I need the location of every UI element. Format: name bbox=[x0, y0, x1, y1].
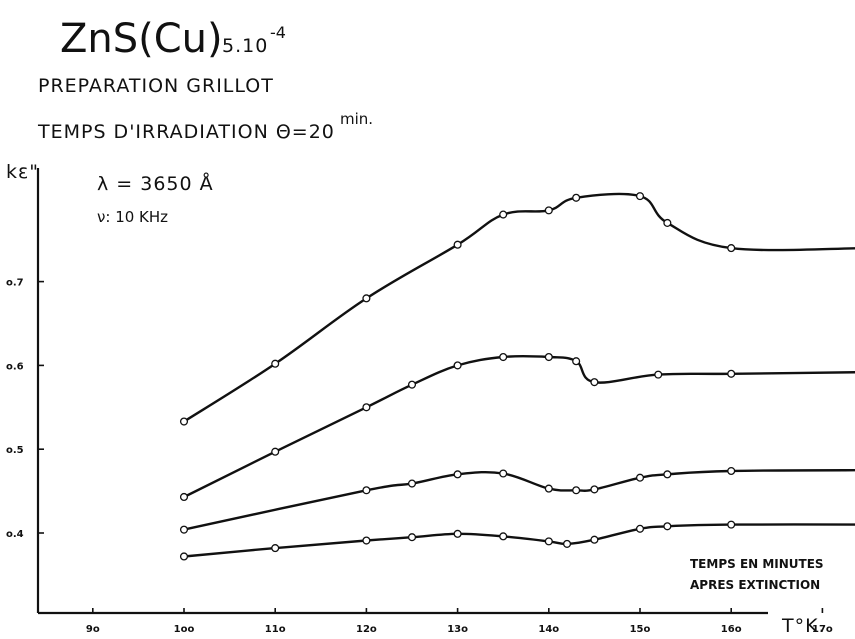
series-line bbox=[182, 523, 855, 558]
data-point bbox=[727, 520, 736, 529]
ticks: 9o1oo11o12o13o14o15o16o17o18oo.4o.5o.6o.… bbox=[6, 278, 833, 635]
x-tick-label: 11o bbox=[265, 624, 286, 635]
side-note-line1: TEMPS EN MINUTES bbox=[690, 557, 824, 571]
data-point bbox=[453, 240, 462, 249]
data-point bbox=[544, 537, 553, 546]
series-line bbox=[182, 469, 855, 531]
data-point bbox=[544, 484, 553, 493]
data-point bbox=[635, 524, 645, 533]
data-point bbox=[499, 469, 508, 478]
data-point bbox=[727, 369, 736, 378]
x-tick-label: 14o bbox=[538, 624, 559, 635]
title-concentration: 5.10 bbox=[222, 35, 268, 57]
data-point bbox=[544, 352, 553, 362]
data-point bbox=[179, 417, 189, 426]
x-tick-label: 17o bbox=[812, 624, 833, 635]
data-point bbox=[407, 380, 417, 389]
y-tick-label: o.5 bbox=[6, 445, 24, 456]
data-point bbox=[635, 192, 645, 201]
x-tick-label: 15o bbox=[630, 624, 651, 635]
data-point bbox=[407, 479, 417, 488]
x-axis-title: T°K. bbox=[781, 615, 826, 637]
wavelength-label: λ = 3650 Å bbox=[97, 172, 214, 195]
data-point bbox=[590, 535, 599, 544]
data-point bbox=[572, 193, 581, 202]
side-note-line2: APRES EXTINCTION bbox=[690, 578, 820, 592]
data-point bbox=[663, 218, 672, 227]
data-point bbox=[179, 552, 189, 561]
series-line bbox=[182, 192, 855, 423]
data-point bbox=[179, 525, 189, 534]
data-point bbox=[499, 210, 508, 219]
preparation-label: PREPARATION GRILLOT bbox=[38, 75, 274, 97]
title-concentration-exponent: -4 bbox=[270, 23, 286, 42]
data-point bbox=[635, 473, 645, 482]
data-point bbox=[362, 403, 371, 412]
data-point bbox=[544, 206, 553, 215]
x-tick-label: 13o bbox=[447, 624, 468, 635]
x-tick-label: 16o bbox=[721, 624, 742, 635]
data-point bbox=[590, 485, 599, 494]
data-point bbox=[663, 470, 672, 479]
irradiation-unit: min. bbox=[340, 110, 373, 128]
data-point bbox=[562, 539, 572, 548]
irradiation-label: TEMPS D'IRRADIATION Θ=20 bbox=[37, 121, 335, 143]
series-line bbox=[182, 354, 855, 499]
data-point bbox=[727, 244, 736, 253]
data-point bbox=[362, 486, 371, 495]
data-point bbox=[727, 466, 736, 476]
series-group: 01mn5mn30mn bbox=[179, 192, 855, 561]
y-tick-label: o.7 bbox=[6, 278, 24, 289]
data-point bbox=[663, 522, 672, 531]
data-point bbox=[362, 536, 371, 545]
data-point bbox=[572, 357, 581, 366]
data-point bbox=[271, 447, 280, 456]
data-point bbox=[572, 486, 581, 495]
x-tick-label: 1oo bbox=[174, 624, 195, 635]
data-point bbox=[453, 361, 462, 370]
data-point bbox=[453, 529, 462, 538]
data-point bbox=[271, 544, 280, 553]
frequency-label: ν: 10 KHz bbox=[97, 208, 168, 226]
data-point bbox=[453, 470, 462, 479]
chart-title: ZnS(Cu) bbox=[60, 16, 223, 62]
x-tick-label: 12o bbox=[356, 624, 377, 635]
data-point bbox=[654, 370, 663, 379]
data-point bbox=[499, 352, 508, 362]
data-point bbox=[499, 532, 508, 541]
data-point bbox=[407, 533, 417, 542]
data-point bbox=[590, 378, 599, 387]
y-tick-label: o.6 bbox=[6, 361, 24, 372]
y-tick-label: o.4 bbox=[6, 529, 24, 540]
data-point bbox=[179, 492, 189, 502]
data-point bbox=[271, 359, 280, 368]
data-point bbox=[362, 294, 371, 303]
x-tick-label: 9o bbox=[86, 624, 100, 635]
y-axis-title: kε" bbox=[6, 161, 39, 183]
